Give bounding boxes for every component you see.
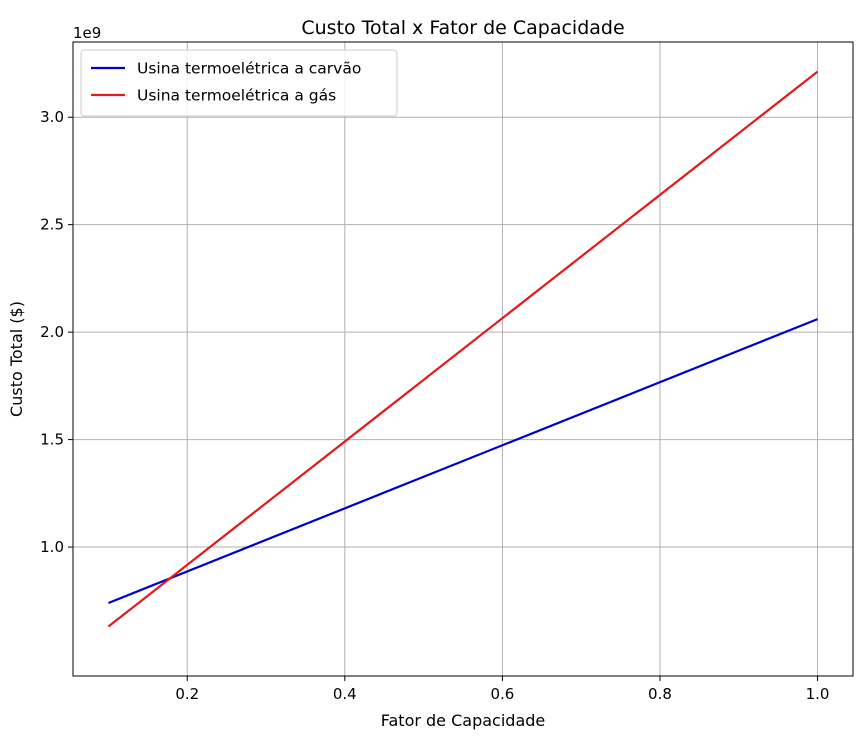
legend: Usina termoelétrica a carvão Usina termoe… bbox=[80, 49, 398, 117]
y-tick-label: 1.5 bbox=[40, 431, 64, 449]
series-line-0 bbox=[108, 318, 818, 605]
legend-label-0: Usina termoelétrica a carvão bbox=[137, 60, 361, 78]
x-tick-label: 1.0 bbox=[806, 685, 830, 703]
plot-area-frame bbox=[72, 41, 854, 677]
y-axis-label: Custo Total ($) bbox=[7, 301, 26, 417]
y-axis-offset-label: 1e9 bbox=[73, 24, 101, 42]
y-axis: 1.0 1.5 2.0 2.5 3.0 bbox=[40, 108, 73, 556]
series-line-1 bbox=[107, 70, 819, 628]
y-tick-label: 2.0 bbox=[40, 323, 64, 341]
legend-label-1: Usina termoelétrica a gás bbox=[137, 87, 336, 105]
legend-box bbox=[80, 49, 398, 117]
y-tick-label: 1.0 bbox=[40, 538, 64, 556]
chart-title: Custo Total x Fator de Capacidade bbox=[301, 17, 624, 39]
y-tick-label: 3.0 bbox=[40, 108, 64, 126]
series-layer bbox=[107, 70, 819, 628]
x-axis-label: Fator de Capacidade bbox=[381, 711, 546, 730]
x-tick-label: 0.8 bbox=[648, 685, 672, 703]
x-axis: 0.2 0.4 0.6 0.8 1.0 bbox=[175, 676, 829, 703]
grid-lines bbox=[73, 42, 853, 676]
x-tick-label: 0.2 bbox=[175, 685, 199, 703]
x-tick-label: 0.6 bbox=[490, 685, 514, 703]
x-tick-label: 0.4 bbox=[333, 685, 357, 703]
y-tick-label: 2.5 bbox=[40, 216, 64, 234]
